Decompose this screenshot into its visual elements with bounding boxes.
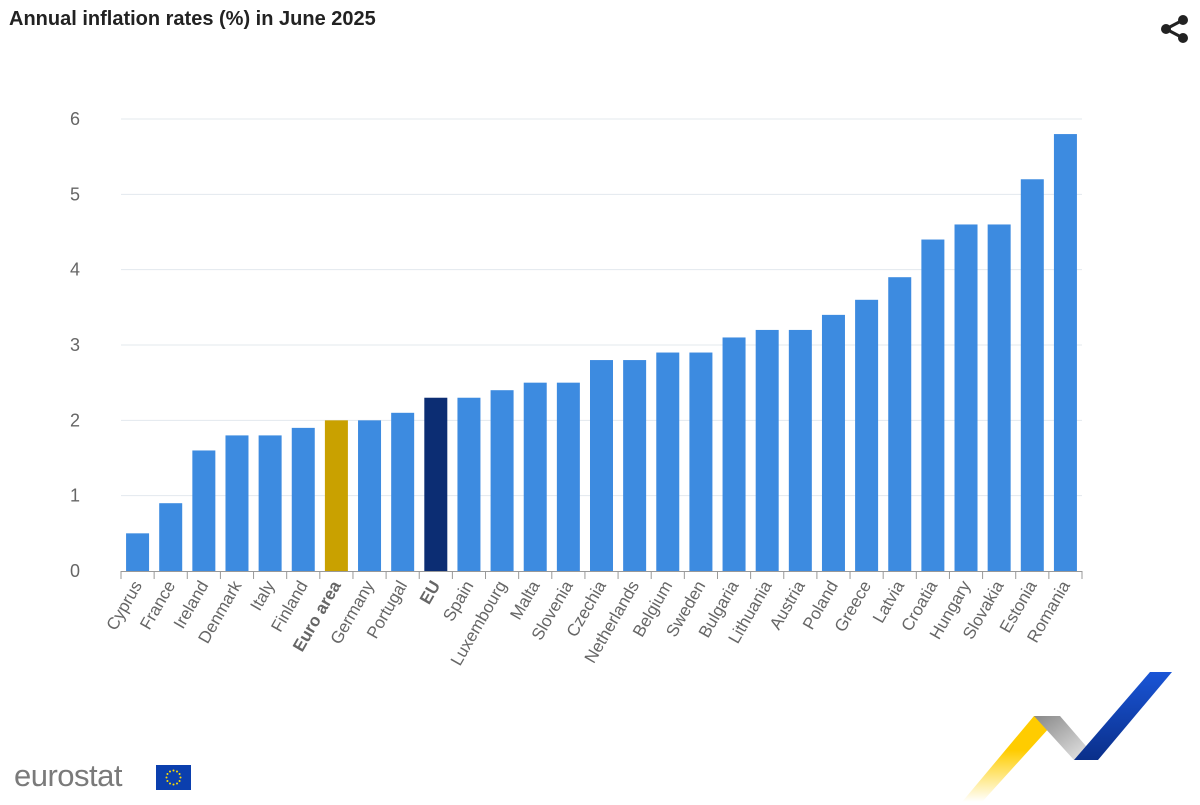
bar-france: [159, 503, 183, 571]
y-tick-label: 3: [70, 335, 80, 355]
x-tick-label: EU: [416, 578, 444, 608]
bar-luxembourg: [490, 390, 514, 571]
y-tick-label: 2: [70, 410, 80, 430]
bar-bulgaria: [722, 337, 746, 571]
bar-latvia: [888, 277, 912, 571]
bar-romania: [1053, 134, 1077, 572]
y-tick-label: 4: [70, 260, 80, 280]
bar-croatia: [921, 239, 945, 572]
chart-title: Annual inflation rates (%) in June 2025: [9, 8, 376, 30]
bar-hungary: [954, 224, 978, 571]
x-tick-label: Italy: [247, 577, 279, 614]
bar-estonia: [1020, 179, 1044, 571]
bar-austria: [788, 329, 812, 571]
bar-greece: [855, 299, 879, 571]
share-icon[interactable]: [1158, 12, 1192, 46]
bar-euro-area: [324, 420, 348, 571]
bar-netherlands: [623, 360, 647, 571]
bar-spain: [457, 397, 481, 571]
bar-ireland: [192, 450, 216, 571]
eu-flag-icon: [156, 765, 191, 790]
bar-finland: [291, 427, 315, 571]
bar-italy: [258, 435, 282, 571]
y-tick-label: 5: [70, 184, 80, 204]
y-tick-label: 6: [70, 109, 80, 129]
bar-eu: [424, 397, 448, 571]
bar-slovakia: [987, 224, 1011, 571]
bar-belgium: [656, 352, 680, 571]
bar-slovenia: [556, 382, 580, 571]
y-tick-label: 1: [70, 486, 80, 506]
bar-germany: [358, 420, 382, 571]
bar-cyprus: [126, 533, 150, 571]
bar-portugal: [391, 412, 415, 571]
bar-sweden: [689, 352, 713, 571]
bar-czechia: [590, 360, 613, 571]
decorative-swoosh: [962, 672, 1172, 802]
eurostat-logo: eurostat: [14, 758, 123, 793]
bar-denmark: [225, 435, 249, 571]
y-tick-label: 0: [70, 561, 80, 581]
bar-lithuania: [755, 329, 779, 571]
bar-poland: [821, 314, 845, 571]
bar-malta: [523, 382, 547, 571]
